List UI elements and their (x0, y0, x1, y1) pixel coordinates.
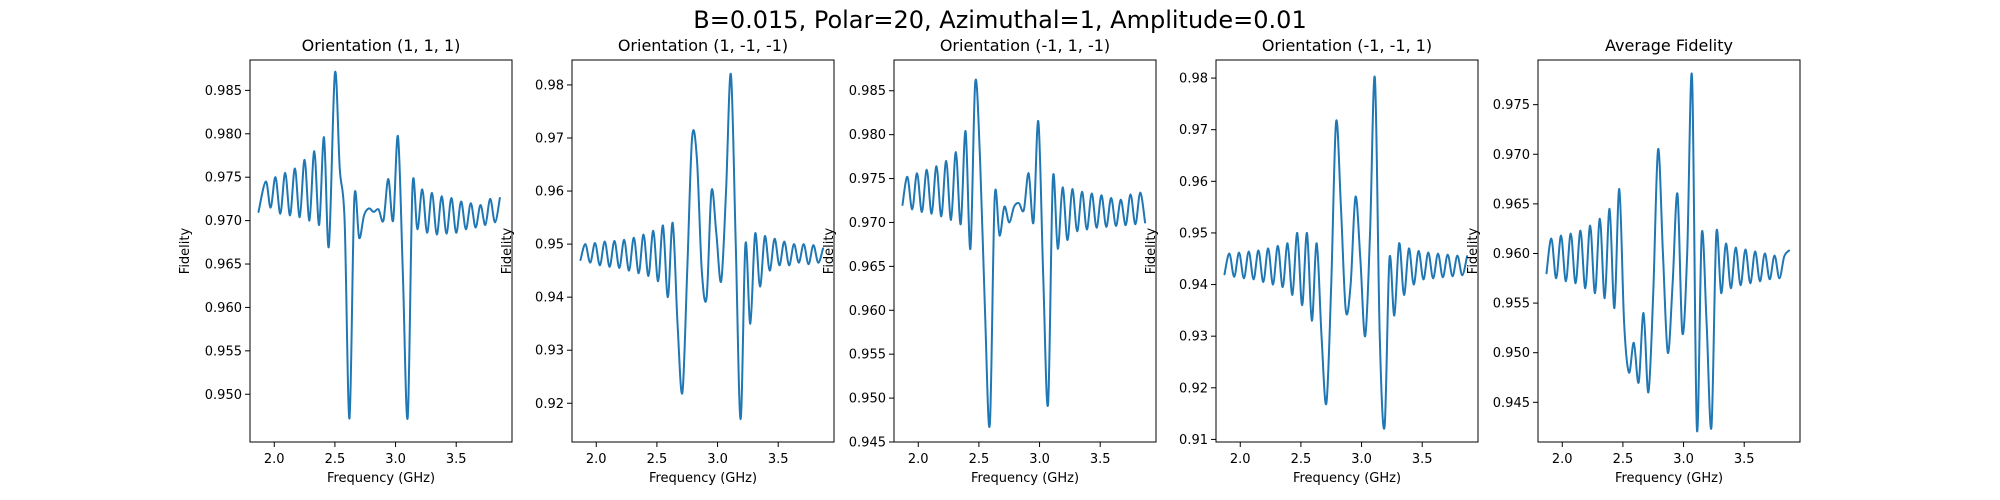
x-axis-label: Frequency (GHz) (971, 471, 1079, 486)
x-tick-label: 3.5 (1412, 452, 1433, 467)
x-axis-label: Frequency (GHz) (649, 471, 757, 486)
y-tick-label: 0.985 (205, 84, 242, 99)
y-tick-label: 0.975 (1493, 98, 1530, 113)
y-tick-label: 0.950 (849, 392, 886, 407)
y-tick-label: 0.93 (535, 344, 564, 359)
subplot-1: Orientation (1, 1, 1) 2.0 2.5 3.0 3.5 0.950 0.… (178, 36, 513, 486)
y-tick-label: 0.955 (1493, 297, 1530, 312)
fidelity-series-line (1545, 72, 1791, 433)
x-axis-label: Frequency (GHz) (1615, 471, 1723, 486)
y-tick-label: 0.980 (849, 128, 886, 143)
subplot-5: Average Fidelity 2.0 2.5 3.0 3.5 0.945 0.950 0.… (1466, 36, 1801, 486)
subplot-4: Orientation (-1, -1, 1) 2.0 2.5 3.0 3.5 0.91 0… (1144, 36, 1479, 486)
y-tick-label: 0.94 (1179, 278, 1208, 293)
plot-frame (1215, 59, 1479, 443)
plot-frame (1537, 59, 1801, 443)
y-tick-label: 0.955 (849, 348, 886, 363)
fidelity-series-line (579, 73, 825, 421)
y-tick-label: 0.950 (1493, 346, 1530, 361)
x-tick-label: 2.5 (325, 452, 346, 467)
y-tick-label: 0.96 (535, 185, 564, 200)
y-tick-label: 0.92 (1179, 381, 1208, 396)
y-tick-label: 0.92 (535, 397, 564, 412)
y-tick-label: 0.960 (205, 301, 242, 316)
y-tick-label: 0.945 (849, 436, 886, 451)
y-tick-label: 0.945 (1493, 396, 1530, 411)
y-tick-label: 0.965 (205, 258, 242, 273)
y-tick-label: 0.94 (535, 291, 564, 306)
x-tick-label: 2.0 (264, 452, 285, 467)
y-tick-label: 0.91 (1179, 433, 1208, 448)
x-tick-label: 2.0 (1230, 452, 1251, 467)
x-tick-label: 3.0 (1351, 452, 1372, 467)
y-tick-label: 0.960 (1493, 247, 1530, 262)
y-tick-label: 0.965 (849, 260, 886, 275)
x-tick-label: 3.0 (1029, 452, 1050, 467)
figure-title: B=0.015, Polar=20, Azimuthal=1, Amplitud… (693, 6, 1307, 34)
y-tick-label: 0.98 (535, 78, 564, 93)
x-tick-label: 3.0 (1673, 452, 1694, 467)
x-tick-label: 2.5 (1613, 452, 1634, 467)
subplot-2: Orientation (1, -1, -1) 2.0 2.5 3.0 3.5 0.92 0… (500, 36, 835, 486)
y-tick-label: 0.970 (1493, 148, 1530, 163)
y-tick-label: 0.970 (205, 214, 242, 229)
y-tick-label: 0.97 (535, 131, 564, 146)
subplot-title: Average Fidelity (1605, 36, 1733, 55)
subplot-3: Orientation (-1, 1, -1) 2.0 2.5 3.0 3.5 0.945… (822, 36, 1157, 486)
subplot-title: Orientation (1, -1, -1) (618, 36, 788, 55)
y-tick-label: 0.96 (1179, 175, 1208, 190)
y-tick-label: 0.950 (205, 388, 242, 403)
x-tick-label: 2.0 (1552, 452, 1573, 467)
y-tick-label: 0.97 (1179, 123, 1208, 138)
y-tick-label: 0.960 (849, 304, 886, 319)
y-tick-label: 0.975 (205, 171, 242, 186)
y-axis-label: Fidelity (500, 227, 515, 274)
x-tick-label: 2.5 (1291, 452, 1312, 467)
x-axis-label: Frequency (GHz) (327, 471, 435, 486)
y-tick-label: 0.980 (205, 127, 242, 142)
y-tick-label: 0.93 (1179, 330, 1208, 345)
y-axis-label: Fidelity (178, 227, 193, 274)
x-tick-label: 2.5 (969, 452, 990, 467)
subplot-title: Orientation (-1, -1, 1) (1262, 36, 1432, 55)
y-tick-label: 0.970 (849, 216, 886, 231)
x-tick-label: 3.5 (1090, 452, 1111, 467)
subplot-title: Orientation (-1, 1, -1) (940, 36, 1110, 55)
y-tick-label: 0.955 (205, 344, 242, 359)
y-axis-label: Fidelity (1466, 227, 1481, 274)
fidelity-series-line (1223, 75, 1469, 430)
plot-frame (249, 59, 513, 443)
x-tick-label: 3.5 (1734, 452, 1755, 467)
x-tick-label: 3.0 (385, 452, 406, 467)
fidelity-series-line (901, 78, 1147, 428)
y-tick-label: 0.95 (535, 238, 564, 253)
x-tick-label: 3.5 (768, 452, 789, 467)
y-tick-label: 0.98 (1179, 72, 1208, 87)
x-axis-label: Frequency (GHz) (1293, 471, 1401, 486)
x-tick-label: 2.0 (908, 452, 929, 467)
fidelity-series-line (257, 70, 501, 420)
x-tick-label: 2.0 (586, 452, 607, 467)
subplot-title: Orientation (1, 1, 1) (302, 36, 461, 55)
y-tick-label: 0.975 (849, 172, 886, 187)
plot-frame (893, 59, 1157, 443)
y-axis-label: Fidelity (822, 227, 837, 274)
y-tick-label: 0.965 (1493, 197, 1530, 212)
plot-frame (571, 59, 835, 443)
y-tick-label: 0.985 (849, 84, 886, 99)
y-tick-label: 0.95 (1179, 226, 1208, 241)
x-tick-label: 2.5 (647, 452, 668, 467)
x-tick-label: 3.5 (446, 452, 467, 467)
x-tick-label: 3.0 (707, 452, 728, 467)
y-axis-label: Fidelity (1144, 227, 1159, 274)
